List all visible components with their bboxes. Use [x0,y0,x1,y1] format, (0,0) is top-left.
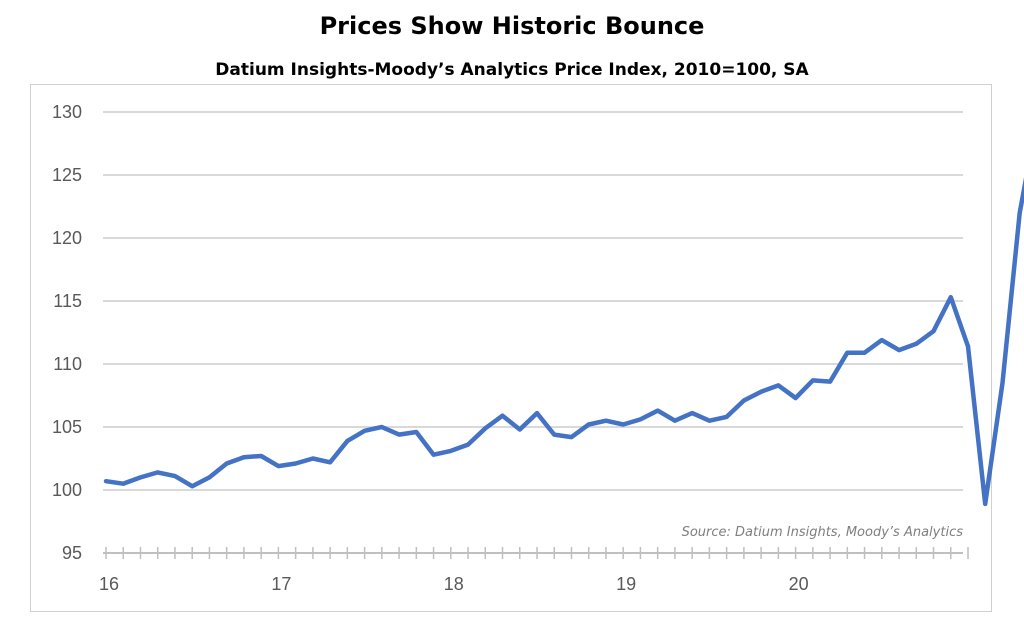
y-tick-label: 110 [53,354,82,374]
y-tick-label: 120 [52,228,82,248]
x-tick-label: 16 [99,574,119,594]
x-tick-label: 18 [444,574,464,594]
y-tick-label: 130 [52,102,82,122]
x-tick-label: 19 [616,574,636,594]
x-tick-label: 17 [271,574,291,594]
x-axis-ticks: 16 17 18 19 20 [99,574,809,594]
y-tick-label: 105 [52,417,82,437]
y-tick-label: 115 [53,291,82,311]
source-note: Source: Datium Insights, Moody’s Analyti… [682,525,964,540]
y-axis-ticks: 95 100 105 110 115 120 125 130 [52,102,82,563]
grid-lines [103,111,963,491]
y-tick-label: 100 [52,480,82,500]
x-tick-label: 20 [789,574,809,594]
series-lines [103,177,1024,507]
y-tick-label: 125 [52,165,82,185]
chart-subtitle: Datium Insights-Moody’s Analytics Price … [215,60,809,80]
y-tick-label: 95 [62,543,82,563]
chart-title: Prices Show Historic Bounce [319,12,705,40]
x-axis [103,547,969,559]
chart-frame [30,84,992,612]
series-line-0 [103,177,1024,507]
